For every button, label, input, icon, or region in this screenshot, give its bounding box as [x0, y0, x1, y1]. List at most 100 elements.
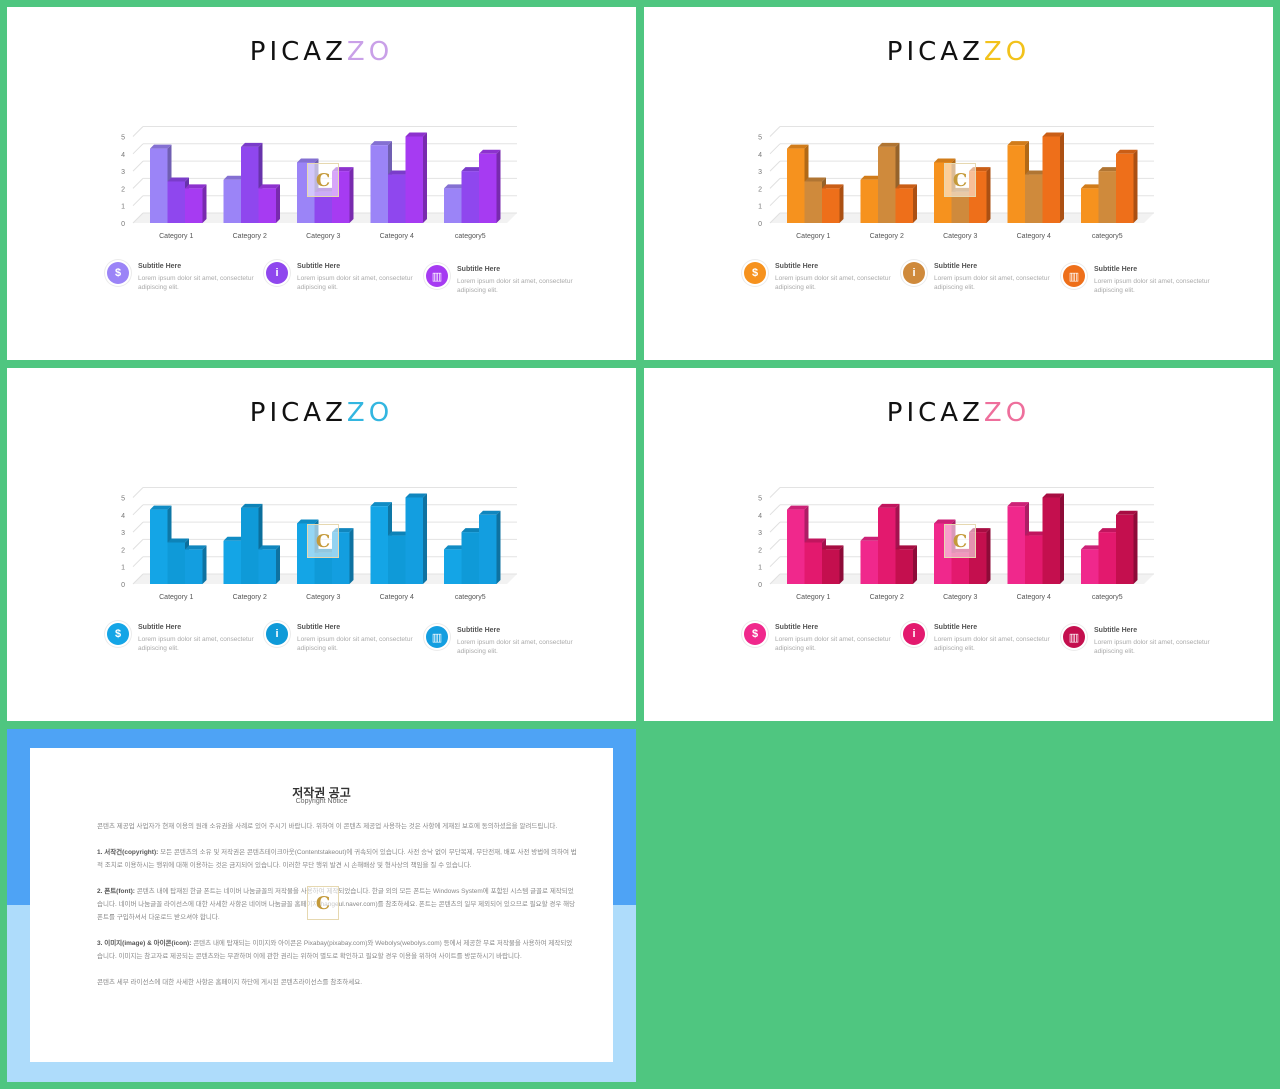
x-tick-label: Category 2	[870, 233, 904, 240]
y-tick-label: 4	[758, 513, 762, 520]
copyright-footer: 콘텐츠 세부 라이선스에 대한 사세한 사항은 홈페이지 하단에 게시된 콘텐츠…	[97, 979, 363, 986]
copyright-section-1: 1. 서작건(copyright): 모든 콘텐츠의 소유 및 저작권은 콘텐츠…	[97, 846, 577, 872]
slide-pink: PICAZZO 0 1 2 3 4 5 Category 1 Category 2 Categor…	[644, 368, 1273, 721]
y-tick-label: 5	[758, 496, 762, 503]
feature-item: ▥ Subtitle Here Lorem ipsum dolor sit amet…	[1063, 626, 1223, 666]
money-bag-icon: $	[744, 262, 766, 284]
gridline-diag	[769, 487, 781, 498]
y-tick-label: 3	[758, 169, 762, 176]
feature-item: i Subtitle Here Lorem ipsum dolor sit amet…	[903, 623, 1063, 663]
y-tick-label: 1	[758, 565, 762, 572]
copyright-section-1-text: 모든 콘텐츠의 소유 및 저작권은 콘텐츠테이크아웃(Contentstakeo…	[97, 849, 577, 869]
y-tick-label: 4	[121, 513, 125, 520]
gridline-diag	[769, 160, 781, 172]
y-tick-label: 1	[121, 565, 125, 572]
money-bag-icon: $	[744, 623, 766, 645]
gridline-diag	[132, 487, 144, 498]
feature-title: Subtitle Here	[934, 263, 978, 270]
y-tick-label: 2	[121, 186, 125, 193]
gridline-diag	[132, 504, 144, 516]
gridline-diag	[769, 521, 781, 533]
copyright-card: 저작권 공고 Copyright Notice 콘텐츠 제공업 사업자가 현재 …	[30, 748, 613, 1062]
y-tick-label: 2	[758, 186, 762, 193]
x-tick-label: Category 2	[870, 594, 904, 601]
x-tick-label: category5	[455, 594, 486, 601]
bar-chart: 0 1 2 3 4 5 Category 1 Category 2 Category 3 Cate…	[121, 487, 517, 601]
bar	[822, 184, 844, 223]
feature-description: Lorem ipsum dolor sit amet, consectetur …	[138, 636, 254, 652]
feature-title: Subtitle Here	[1094, 627, 1138, 634]
brand-logo-prefix: PICAZ	[886, 398, 984, 428]
brand-logo-prefix: PICAZ	[249, 398, 347, 428]
bar-chart: 0 1 2 3 4 5 Category 1 Category 2 Category 3 Cate…	[758, 487, 1154, 601]
copyright-section-3-label: 3. 이미지(image) & 아이콘(icon):	[97, 940, 192, 947]
bar	[185, 184, 207, 223]
gridline-diag	[132, 143, 144, 155]
person-info-icon: i	[266, 623, 288, 645]
x-tick-label: Category 1	[159, 233, 193, 240]
brand-logo: PICAZZO	[644, 398, 1273, 428]
gridline-diag	[769, 126, 781, 137]
copyright-subtitle: Copyright Notice	[295, 798, 348, 805]
slide-purple: PICAZZO 0 1 2 3 4 5 Category 1 Category 2 Categor…	[7, 7, 636, 360]
brand-logo: PICAZZO	[7, 398, 636, 428]
x-tick-label: Category 3	[943, 594, 977, 601]
gridline-diag	[132, 178, 144, 189]
watermark-logo: C	[944, 163, 976, 197]
watermark-logo: C	[307, 524, 339, 558]
copyright-intro: 콘텐츠 제공업 사업자가 현재 이용의 원래 소유권을 사례로 있어 주시기 바…	[97, 823, 558, 830]
feature-description: Lorem ipsum dolor sit amet, consectetur …	[297, 636, 413, 652]
slide-blue: PICAZZO 0 1 2 3 4 5 Category 1 Category 2 Categor…	[7, 368, 636, 721]
bar	[822, 545, 844, 584]
feature-description: Lorem ipsum dolor sit amet, consectetur …	[457, 278, 573, 294]
gridline-diag	[769, 539, 781, 550]
brand-logo-suffix: ZO	[346, 398, 394, 428]
feature-description: Lorem ipsum dolor sit amet, consectetur …	[297, 275, 413, 291]
x-tick-label: Category 3	[943, 233, 977, 240]
gridline-diag	[769, 195, 781, 207]
bar	[479, 149, 501, 223]
bar	[1042, 493, 1064, 584]
gridline-diag	[769, 504, 781, 516]
bar-chart: 0 1 2 3 4 5 Category 1 Category 2 Category 3 Cate…	[758, 126, 1154, 240]
watermark-logo: C	[307, 886, 339, 920]
bar	[895, 184, 917, 223]
gridline-diag	[769, 178, 781, 189]
gridline-diag	[769, 556, 781, 568]
y-tick-label: 5	[121, 496, 125, 503]
brand-logo-prefix: PICAZ	[886, 37, 984, 67]
bar	[1042, 132, 1064, 223]
x-tick-label: Category 4	[380, 233, 414, 240]
gridline-diag	[769, 143, 781, 155]
x-tick-label: Category 4	[380, 594, 414, 601]
x-tick-label: Category 3	[306, 233, 340, 240]
y-tick-label: 2	[758, 547, 762, 554]
feature-item: $ Subtitle Here Lorem ipsum dolor sit amet…	[744, 623, 904, 663]
bar	[258, 545, 280, 584]
watermark-logo: C	[944, 524, 976, 558]
y-tick-label: 5	[758, 135, 762, 142]
x-tick-label: Category 2	[233, 594, 267, 601]
brand-logo-prefix: PICAZ	[249, 37, 347, 67]
bar	[185, 545, 207, 584]
bar	[405, 493, 427, 584]
slide-orange: PICAZZO 0 1 2 3 4 5 Category 1 Category 2 Categor…	[644, 7, 1273, 360]
feature-title: Subtitle Here	[775, 263, 819, 270]
x-tick-label: Category 3	[306, 594, 340, 601]
feature-description: Lorem ipsum dolor sit amet, consectetur …	[457, 639, 573, 655]
x-tick-label: Category 4	[1017, 594, 1051, 601]
y-tick-label: 0	[758, 221, 762, 228]
copyright-slide: 저작권 공고 Copyright Notice 콘텐츠 제공업 사업자가 현재 …	[7, 729, 636, 1082]
feature-title: Subtitle Here	[457, 266, 501, 273]
x-tick-label: Category 4	[1017, 233, 1051, 240]
brand-logo: PICAZZO	[644, 37, 1273, 67]
feature-item: i Subtitle Here Lorem ipsum dolor sit amet…	[903, 262, 1063, 302]
bar	[258, 184, 280, 223]
chart-icon: ▥	[1063, 265, 1085, 287]
money-bag-icon: $	[107, 623, 129, 645]
y-tick-label: 0	[758, 582, 762, 589]
feature-description: Lorem ipsum dolor sit amet, consectetur …	[138, 275, 254, 291]
y-tick-label: 1	[758, 204, 762, 211]
feature-description: Lorem ipsum dolor sit amet, consectetur …	[934, 275, 1050, 291]
gridline-diag	[769, 573, 781, 585]
